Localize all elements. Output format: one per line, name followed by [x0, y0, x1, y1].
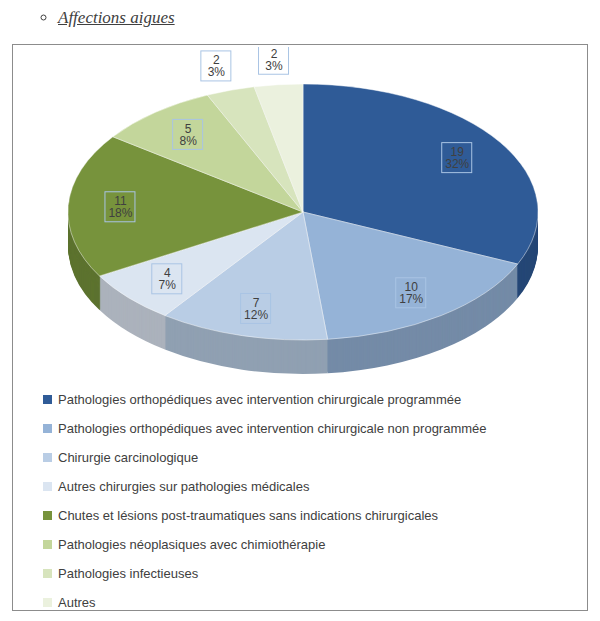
svg-text:23%: 23% — [208, 53, 226, 79]
html-text:Pathologies orthopédiques avec: Pathologies orthopédiques avec intervent… — [58, 392, 462, 407]
html-text:Autres: Autres — [58, 595, 96, 610]
html-text:Chutes et lésions post-traumat: Chutes et lésions post-traumatiques sans… — [58, 508, 439, 523]
html-text:Affections aigues: Affections aigues — [58, 8, 175, 27]
svg-text:1017%: 1017% — [399, 280, 423, 306]
html-text:Chirurgie carcinologique: Chirurgie carcinologique — [58, 450, 199, 465]
html-text:Pathologies infectieuses: Pathologies infectieuses — [58, 566, 199, 581]
svg-text:712%: 712% — [244, 296, 268, 322]
html-text:Pathologies orthopédiques avec: Pathologies orthopédiques avec intervent… — [58, 421, 487, 436]
svg-text:1932%: 1932% — [445, 145, 469, 171]
html-text:Autres chirurgies sur patholog: Autres chirurgies sur pathologies médica… — [58, 479, 310, 494]
svg-text:58%: 58% — [179, 122, 197, 148]
html-text:Pathologies néoplasiques avec: Pathologies néoplasiques avec chimiothér… — [58, 537, 326, 552]
svg-text:47%: 47% — [159, 266, 177, 292]
svg-text:1118%: 1118% — [108, 194, 132, 220]
svg-text:23%: 23% — [265, 47, 283, 73]
